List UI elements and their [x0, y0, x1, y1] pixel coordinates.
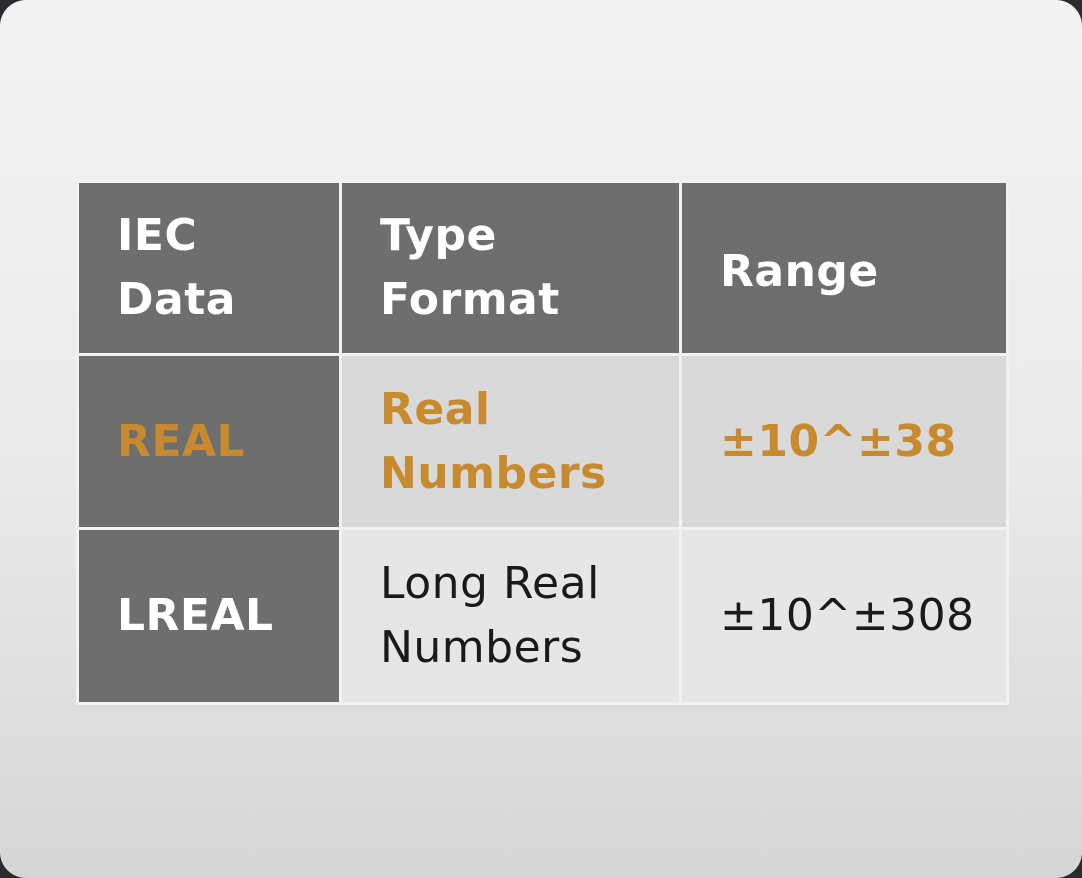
- cell-real-type-text: REAL: [117, 415, 246, 467]
- header-type-format: Type Format: [339, 180, 682, 356]
- cell-real-format: Real Numbers: [339, 353, 682, 530]
- header-type-format-text: Type Format: [380, 210, 560, 325]
- cell-real-range: ±10^±38: [679, 353, 1009, 530]
- cell-lreal-range-text: ±10^±308: [720, 590, 975, 641]
- cell-lreal-type-text: LREAL: [117, 590, 274, 641]
- cell-lreal-type: LREAL: [76, 527, 342, 705]
- table-row: LREAL Long Real Numbers ±10^±308: [76, 527, 1009, 705]
- table-row: REAL Real Numbers ±10^±38: [76, 353, 1009, 530]
- header-iec-data-text: IEC Data: [117, 210, 236, 325]
- cell-real-format-text: Real Numbers: [380, 383, 607, 499]
- cell-real-type: REAL: [76, 353, 342, 530]
- cell-lreal-format-text: Long Real Numbers: [380, 558, 600, 673]
- cell-lreal-format: Long Real Numbers: [339, 527, 682, 705]
- data-type-table: IEC Data Type Format Range REAL Real Num…: [76, 180, 1009, 705]
- header-iec-data: IEC Data: [76, 180, 342, 356]
- header-range: Range: [679, 180, 1009, 356]
- table-header-row: IEC Data Type Format Range: [76, 180, 1009, 356]
- cell-lreal-range: ±10^±308: [679, 527, 1009, 705]
- cell-real-range-text: ±10^±38: [720, 415, 957, 467]
- header-range-text: Range: [720, 246, 879, 297]
